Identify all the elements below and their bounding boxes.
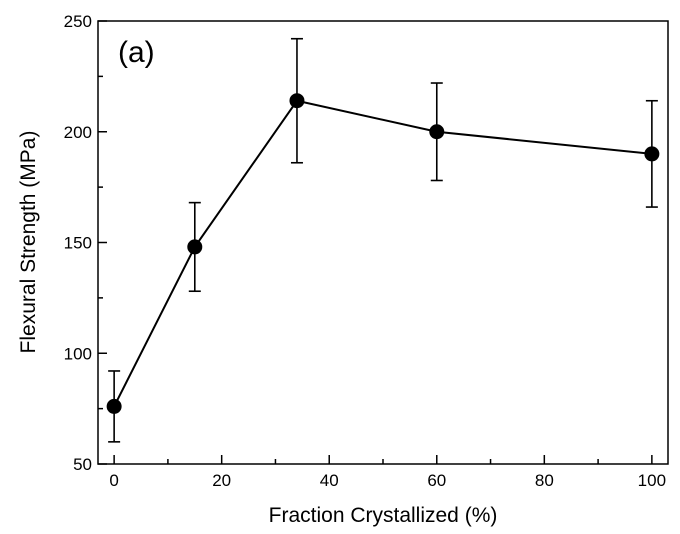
y-tick-label: 200: [64, 123, 92, 142]
plot-frame: [97, 20, 669, 465]
x-tick-label: 60: [427, 471, 446, 490]
data-point: [644, 146, 660, 162]
x-tick-label: 40: [320, 471, 339, 490]
y-axis-title: Flexural Strength (MPa): [17, 131, 40, 354]
y-axis-ticks: 50 100 150 200 250: [64, 12, 107, 474]
x-axis-title: Fraction Crystallized (%): [269, 504, 498, 527]
x-tick-label: 20: [212, 471, 231, 490]
data-point: [429, 124, 445, 140]
data-point: [187, 239, 203, 255]
data-point: [289, 93, 305, 109]
x-tick-label: 100: [638, 471, 666, 490]
x-tick-label: 80: [535, 471, 554, 490]
y-tick-label: 100: [64, 344, 92, 363]
series-layer: [106, 37, 660, 443]
x-axis-ticks: 0 20 40 60 80 100: [109, 455, 666, 490]
y-tick-label: 250: [64, 12, 92, 31]
x-tick-label: 0: [109, 471, 118, 490]
data-point: [106, 398, 122, 414]
panel-label: (a): [118, 36, 155, 69]
y-tick-label: 50: [73, 455, 92, 474]
y-tick-label: 150: [64, 234, 92, 253]
